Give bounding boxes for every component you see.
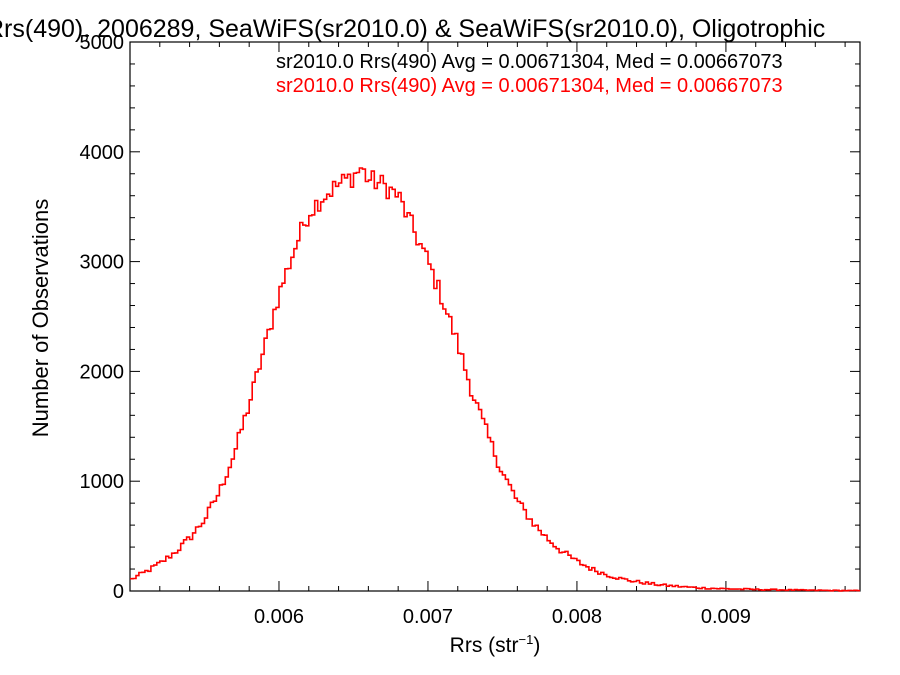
annotation-black: sr2010.0 Rrs(490) Avg = 0.00671304, Med …: [276, 51, 783, 73]
y-tick-label: 3000: [80, 252, 125, 274]
histogram-series: [130, 167, 860, 592]
x-tick-label: 0.007: [403, 606, 453, 628]
y-axis-label: Number of Observations: [28, 199, 53, 437]
x-tick-label: 0.006: [254, 606, 304, 628]
y-tick-label: 1000: [80, 471, 125, 493]
plot-frame: [129, 41, 861, 592]
x-axis-label-sup: −1: [519, 632, 534, 647]
y-tick-label: 4000: [80, 142, 125, 164]
x-tick-label: 0.008: [552, 606, 602, 628]
x-axis-label: Rrs (str−1): [450, 632, 541, 657]
y-tick-label: 0: [113, 581, 124, 603]
annotations: sr2010.0 Rrs(490) Avg = 0.00671304, Med …: [276, 51, 783, 97]
annotation-red: sr2010.0 Rrs(490) Avg = 0.00671304, Med …: [276, 75, 783, 97]
x-axis-label-close: ): [533, 634, 540, 657]
y-tick-label: 5000: [80, 32, 125, 54]
x-axis-label-base: Rrs (str: [450, 634, 519, 657]
x-tick-label: 0.009: [701, 606, 751, 628]
plot-area: 0 1000 2000 3000 4000 5000 0.006 0.007 0.008 0.00…: [80, 32, 861, 628]
y-tick-label: 2000: [80, 361, 125, 383]
chart-title: Rrs(490), 2006289, SeaWiFS(sr2010.0) & S…: [0, 15, 825, 43]
